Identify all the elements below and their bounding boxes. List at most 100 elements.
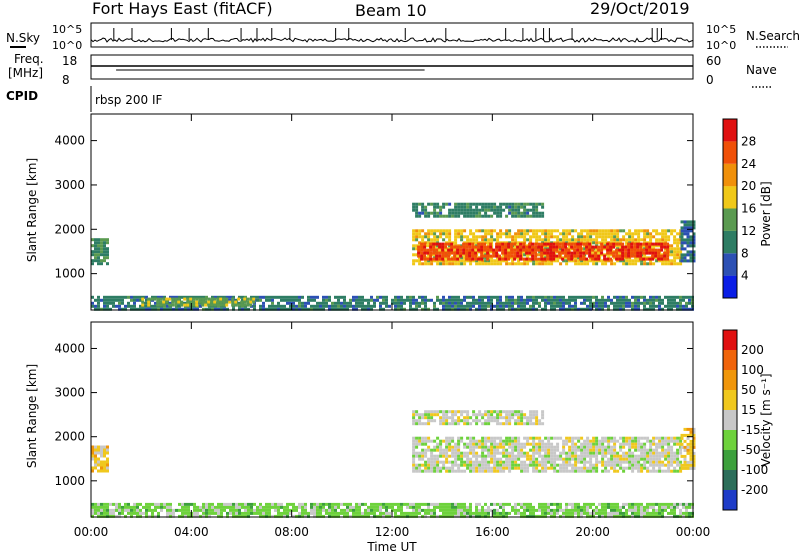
heatmap-cell (634, 295, 637, 299)
heatmap-cell (601, 505, 604, 509)
heatmap-cell (529, 253, 533, 257)
heatmap-cell (445, 307, 448, 311)
heatmap-cell (331, 508, 334, 512)
heatmap-cell (493, 304, 496, 308)
heatmap-cell (637, 469, 641, 473)
heatmap-cell (686, 436, 690, 440)
heatmap-cell (250, 502, 253, 506)
heatmap-cell (424, 214, 428, 218)
velocity-heatmap (91, 410, 696, 518)
colorbar-tick-label: -200 (741, 483, 768, 497)
heatmap-cell (427, 229, 431, 233)
heatmap-cell (505, 202, 509, 206)
heatmap-cell (307, 301, 310, 305)
heatmap-cell (598, 250, 602, 254)
heatmap-cell (541, 416, 545, 420)
heatmap-cell (619, 463, 623, 467)
heatmap-cell (97, 253, 100, 257)
heatmap-cell (621, 251, 625, 255)
heatmap-cell (652, 502, 655, 506)
heatmap-cell (517, 232, 521, 236)
heatmap-cell (523, 445, 527, 449)
heatmap-cell (628, 457, 632, 461)
heatmap-cell (424, 448, 428, 452)
heatmap-cell (643, 451, 647, 455)
heatmap-cell (510, 242, 514, 246)
heatmap-cell (400, 295, 403, 299)
heatmap-cell (567, 257, 571, 261)
heatmap-cell (490, 439, 494, 443)
heatmap-cell (571, 259, 575, 263)
heatmap-cell (448, 304, 451, 308)
heatmap-cell (213, 300, 217, 304)
heatmap-cell (483, 254, 487, 258)
heatmap-cell (571, 466, 575, 470)
heatmap-cell (508, 469, 512, 473)
heatmap-cell (600, 248, 604, 252)
heatmap-cell (658, 463, 662, 467)
heatmap-cell (457, 454, 461, 458)
heatmap-cell (436, 295, 439, 299)
heatmap-cell (550, 235, 554, 239)
heatmap-cell (559, 298, 562, 302)
heatmap-cell (607, 229, 611, 233)
heatmap-cell (601, 439, 605, 443)
heatmap-cell (109, 502, 112, 506)
heatmap-cell (490, 250, 494, 254)
heatmap-cell (676, 244, 680, 248)
heatmap-cell (412, 514, 415, 518)
heatmap-cell (649, 454, 653, 458)
heatmap-cell (472, 514, 475, 518)
heatmap-cell (634, 238, 638, 242)
heatmap-cell (496, 307, 499, 311)
heatmap-cell (436, 436, 440, 440)
heatmap-cell (295, 295, 298, 299)
heatmap-cell (526, 253, 530, 257)
heatmap-cell (595, 466, 599, 470)
heatmap-cell (514, 502, 517, 506)
heatmap-cell (658, 259, 662, 263)
heatmap-cell (496, 295, 499, 299)
heatmap-cell (442, 304, 445, 308)
heatmap-cell (636, 254, 640, 258)
heatmap-cell (91, 502, 94, 506)
heatmap-cell (686, 238, 690, 242)
heatmap-cell (232, 514, 235, 518)
heatmap-cell (683, 448, 687, 452)
heatmap-cell (529, 235, 533, 239)
heatmap-cell (136, 505, 139, 509)
heatmap-cell (673, 295, 676, 299)
heatmap-cell (274, 505, 277, 509)
heatmap-cell (532, 466, 536, 470)
heatmap-cell (622, 238, 626, 242)
heatmap-cell (496, 238, 500, 242)
heatmap-cell (466, 511, 469, 515)
heatmap-cell (577, 505, 580, 509)
heatmap-cell (661, 238, 665, 242)
heatmap-cell (499, 410, 503, 414)
heatmap-cell (168, 303, 172, 307)
heatmap-cell (451, 413, 455, 417)
heatmap-cell (535, 413, 539, 417)
heatmap-cell (280, 511, 283, 515)
heatmap-cell (97, 448, 100, 452)
heatmap-cell (529, 502, 532, 506)
heatmap-cell (523, 250, 527, 254)
heatmap-cell (103, 253, 106, 257)
heatmap-cell (229, 298, 232, 302)
heatmap-cell (655, 259, 659, 263)
heatmap-cell (475, 451, 479, 455)
heatmap-cell (562, 439, 566, 443)
heatmap-cell (412, 436, 416, 440)
heatmap-cell (454, 445, 458, 449)
heatmap-cell (592, 463, 596, 467)
heatmap-cell (649, 259, 653, 263)
x-axis-label: Time UT (366, 540, 417, 554)
heatmap-cell (490, 436, 494, 440)
heatmap-cell (670, 505, 673, 509)
heatmap-cell (594, 251, 598, 255)
heatmap-cell (618, 248, 622, 252)
heatmap-cell (184, 301, 187, 305)
heatmap-cell (451, 208, 455, 212)
heatmap-cell (604, 436, 608, 440)
